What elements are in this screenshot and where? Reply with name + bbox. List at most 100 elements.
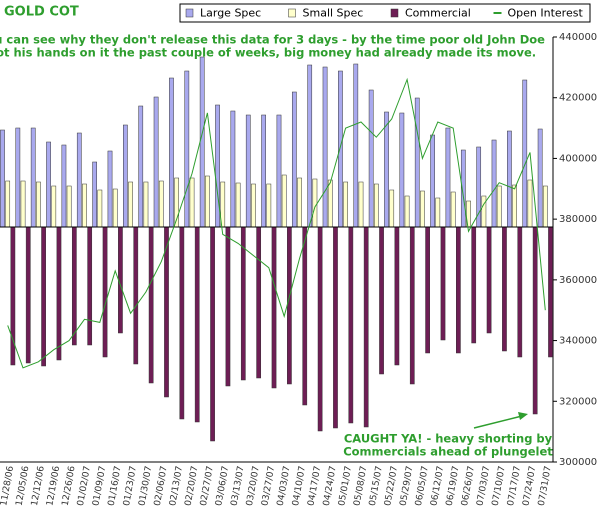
bar [41, 226, 46, 367]
bar [245, 114, 251, 228]
bar [322, 66, 328, 228]
bar [87, 226, 93, 346]
bar [0, 129, 5, 228]
bar [363, 226, 369, 428]
bar [56, 226, 62, 361]
bar [297, 177, 302, 228]
bar [384, 111, 389, 228]
bar [287, 226, 292, 385]
bar [123, 124, 128, 228]
legend: Large Spec Small Spec Commercial Open Inter… [179, 3, 591, 23]
bar [36, 181, 41, 228]
bar [97, 189, 103, 228]
bar [512, 184, 517, 228]
bar [15, 127, 21, 228]
bar [107, 150, 113, 228]
bar [435, 197, 441, 228]
callout: Commercials ahead of plungelet [343, 445, 553, 459]
legend-label: Commercial [405, 7, 471, 20]
legend-label: Large Spec [200, 7, 261, 20]
bar [143, 181, 149, 228]
bar [138, 105, 144, 228]
bar [307, 64, 313, 228]
bar [66, 185, 72, 228]
bar [404, 195, 410, 228]
bar [317, 226, 323, 432]
legend-box [179, 3, 591, 23]
bar [92, 161, 97, 228]
chart-title: GOLD COT [4, 5, 79, 20]
bar [527, 179, 533, 228]
bar [189, 177, 195, 228]
bar [82, 183, 87, 228]
bar [348, 226, 354, 424]
bar [20, 180, 26, 228]
y2-tick-label: 380000 [559, 214, 597, 225]
bar [491, 139, 497, 228]
bar [394, 226, 400, 366]
bar [148, 226, 154, 384]
bar [179, 226, 185, 420]
bar [537, 128, 543, 228]
legend-label: Open Interest [508, 7, 584, 20]
bar [71, 226, 77, 346]
bar [450, 191, 456, 228]
y2-tick-label: 300000 [559, 457, 597, 468]
y2-tick-label: 360000 [559, 275, 597, 286]
bar [445, 127, 451, 228]
bar [379, 226, 384, 375]
bar [399, 112, 405, 228]
legend-swatch [288, 8, 296, 18]
bar [312, 178, 318, 228]
bar [276, 114, 282, 228]
bar [333, 226, 338, 429]
bar [225, 226, 231, 387]
line [7, 77, 546, 369]
bar [409, 226, 415, 385]
bar [502, 226, 507, 352]
bar [542, 185, 548, 228]
bar [496, 185, 502, 228]
bar [184, 70, 190, 228]
y2-tick-label: 400000 [559, 153, 597, 164]
bar [51, 185, 57, 228]
bar [25, 226, 31, 364]
bar [210, 226, 215, 442]
bar [414, 97, 420, 228]
bar [481, 195, 487, 228]
bar [440, 226, 446, 341]
bar [430, 134, 435, 228]
bar [389, 189, 395, 228]
bar [373, 183, 379, 228]
callout: CAUGHT YA! - heavy shorting by [344, 432, 553, 446]
bar [158, 180, 164, 228]
bar [194, 226, 200, 423]
bar [133, 226, 139, 365]
bar [271, 226, 277, 389]
bar [548, 226, 553, 358]
annotation: You can see why they don't release this … [0, 33, 545, 47]
legend-label: Small Spec [303, 7, 364, 20]
bar [358, 181, 364, 228]
bar [261, 114, 266, 228]
bar [471, 226, 477, 344]
bar [46, 141, 51, 228]
bar [251, 183, 256, 228]
bar [343, 181, 348, 228]
bar [112, 188, 118, 228]
bar [353, 63, 359, 228]
bar [128, 181, 133, 228]
annotation: got his hands on it the past couple of w… [0, 46, 536, 60]
bar [368, 89, 374, 228]
bar [338, 70, 343, 228]
bar [420, 190, 425, 228]
legend-swatch [390, 8, 399, 18]
bar [266, 183, 272, 228]
y2-tick-label: 320000 [559, 396, 597, 407]
bar [61, 144, 67, 228]
bar [517, 226, 523, 358]
bar [507, 130, 512, 228]
bar [169, 77, 174, 228]
y2-tick-label: 340000 [559, 336, 597, 347]
